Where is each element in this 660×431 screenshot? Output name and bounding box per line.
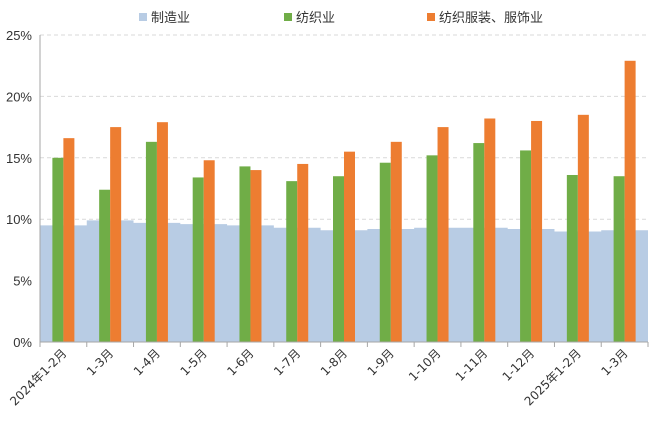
x-tick-label-3: 1-5月 <box>178 346 210 378</box>
bar-textile-4 <box>239 166 251 342</box>
bar-textile-8 <box>426 155 438 342</box>
legend-swatch-manufacturing <box>139 13 147 21</box>
legend: 制造业 纺织业 纺织服装、服饰业 <box>139 11 543 26</box>
y-tick-label-3: 15% <box>6 151 32 166</box>
y-tick-label-0: 0% <box>13 335 32 350</box>
y-tick-label-5: 25% <box>6 28 32 43</box>
bar-apparel-4 <box>250 170 262 342</box>
x-tick-label-6: 1-8月 <box>318 346 350 378</box>
legend-label-textile: 纺织业 <box>296 11 335 26</box>
bar-apparel-9 <box>484 118 496 342</box>
legend-label-apparel: 纺织服装、服饰业 <box>439 11 543 26</box>
bar-textile-3 <box>192 177 204 342</box>
bar-apparel-2 <box>156 122 168 342</box>
bar-textile-9 <box>473 143 485 342</box>
bar-textile-12 <box>613 176 625 342</box>
x-tick-label-4: 1-6月 <box>224 346 256 378</box>
x-tick-label-2: 1-4月 <box>131 346 163 378</box>
bar-textile-0 <box>52 157 64 342</box>
bar-apparel-8 <box>437 127 449 342</box>
x-tick-label-5: 1-7月 <box>271 346 303 378</box>
bar-apparel-5 <box>297 163 309 342</box>
legend-swatch-apparel <box>427 13 435 21</box>
bar-apparel-7 <box>390 141 402 342</box>
bar-textile-1 <box>99 189 111 342</box>
y-tick-label-1: 5% <box>13 274 32 289</box>
x-tick-label-10: 1-12月 <box>500 346 538 384</box>
x-tick-label-9: 1-11月 <box>453 346 491 384</box>
plot-area: 0% 5% 10% 15% 20% 25% 2024年1-2月 1-3月 1-4月 1-5月 1-6… <box>6 28 649 409</box>
bar-textile-10 <box>520 150 532 342</box>
bar-apparel-1 <box>110 127 122 342</box>
bar-apparel-0 <box>63 138 75 342</box>
x-tick-label-12: 1-3月 <box>598 346 630 378</box>
bar-textile-5 <box>286 181 298 342</box>
x-tick-label-8: 1-10月 <box>406 346 444 384</box>
bar-apparel-3 <box>203 160 215 342</box>
y-tick-label-2: 10% <box>6 212 32 227</box>
x-tick-label-1: 1-3月 <box>84 346 116 378</box>
bar-apparel-12 <box>624 60 636 343</box>
x-tick-label-7: 1-9月 <box>365 346 397 378</box>
bar-textile-2 <box>145 141 157 342</box>
x-tick-label-0: 2024年1-2月 <box>7 346 69 408</box>
y-tick-label-4: 20% <box>6 89 32 104</box>
legend-label-manufacturing: 制造业 <box>151 11 190 26</box>
bar-apparel-10 <box>531 120 543 343</box>
legend-swatch-textile <box>284 13 292 21</box>
bar-textile-11 <box>566 174 578 342</box>
bar-textile-6 <box>333 176 344 342</box>
bar-apparel-11 <box>577 114 589 342</box>
bar-textile-7 <box>379 162 391 342</box>
bar-apparel-6 <box>344 151 355 342</box>
